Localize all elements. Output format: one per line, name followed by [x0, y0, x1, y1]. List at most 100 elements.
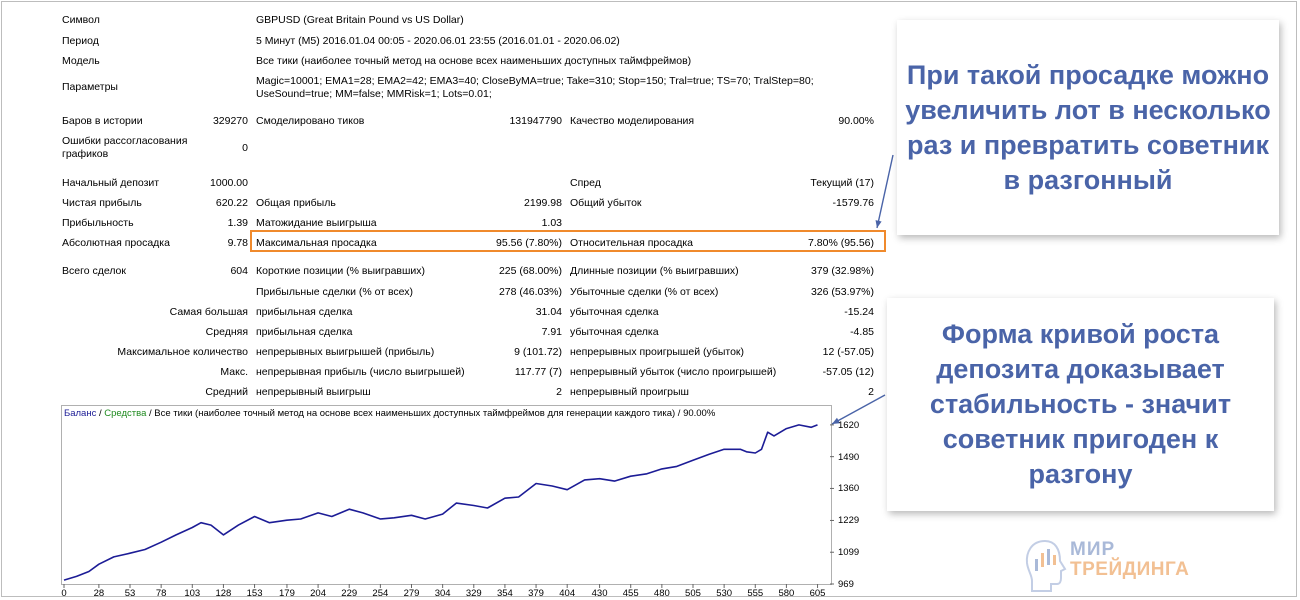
callout-drawdown: При такой просадке можно увеличить лот в… — [897, 20, 1279, 235]
total-trades-value: 604 — [230, 265, 248, 277]
stat-row-sublabel: непрерывный выигрыш — [256, 386, 371, 398]
spread-value: Текущий (17) — [810, 177, 874, 189]
model-value: Все тики (наиболее точный метод на основ… — [256, 55, 692, 67]
stat-row-sublabel: непрерывная прибыль (число выигрышей) — [256, 366, 465, 378]
stat-row-sublabel: Прибыльные сделки (% от всех) — [256, 286, 414, 298]
abs-drawdown-label: Абсолютная просадка — [62, 237, 170, 249]
bars-label: Баров в истории — [62, 115, 143, 127]
deposit-label: Начальный депозит — [62, 177, 160, 189]
x-tick-label: 605 — [809, 588, 826, 599]
x-tick-label: 0 — [61, 588, 67, 599]
total-trades-label: Всего сделок — [62, 265, 126, 277]
long-positions-label: Длинные позиции (% выигравших) — [570, 265, 739, 277]
y-tick-label: 1099 — [838, 547, 860, 559]
params-label: Параметры — [62, 81, 118, 93]
profit-factor-label: Прибыльность — [62, 217, 134, 229]
x-tick-label: 304 — [434, 588, 451, 599]
site-logo: МИР ТРЕЙДИНГА — [1023, 537, 1218, 593]
stat-row-label: Максимальное количество — [117, 346, 248, 358]
errors-value: 0 — [242, 142, 248, 154]
callout-stability: Форма кривой роста депозита доказывает с… — [887, 298, 1274, 511]
legend-equity: Средства — [104, 408, 147, 419]
x-tick-label: 530 — [716, 588, 733, 599]
gross-profit-value: 2199.98 — [524, 197, 562, 209]
stat-row-value: -57.05 (12) — [822, 366, 874, 378]
stat-row-label: Средний — [205, 386, 248, 398]
stat-row-value: 117.77 (7) — [514, 366, 562, 378]
stat-row-value: 12 (-57.05) — [822, 346, 874, 358]
x-tick-label: 480 — [653, 588, 670, 599]
x-tick-label: 404 — [559, 588, 576, 599]
stat-row-sublabel: непрерывный убыток (число проигрышей) — [570, 366, 777, 378]
abs-drawdown-value: 9.78 — [227, 237, 248, 249]
ticks-value: 131947790 — [509, 115, 562, 127]
stat-row-label: Макс. — [220, 366, 248, 378]
stat-row-value: 9 (101.72) — [514, 346, 562, 358]
x-tick-label: 103 — [184, 588, 201, 599]
expectation-value: 1.03 — [541, 217, 562, 229]
max-drawdown-value: 95.56 (7.80%) — [496, 237, 562, 249]
head-chart-icon — [1025, 539, 1067, 592]
model-label: Модель — [62, 55, 100, 67]
ticks-label: Смоделировано тиков — [256, 115, 365, 127]
legend-description: / Все тики (наиболее точный метод на осн… — [146, 408, 716, 419]
legend-separator: / — [96, 408, 105, 419]
long-positions-value: 379 (32.98%) — [810, 265, 874, 277]
x-tick-label: 128 — [215, 588, 232, 599]
y-tick-label: 1229 — [838, 515, 860, 527]
x-tick-label: 455 — [622, 588, 639, 599]
stat-row-value: 31.04 — [535, 306, 562, 318]
params-value: Magic=10001; EMA1=28; EMA2=42; EMA3=40; … — [256, 75, 814, 100]
quality-value: 90.00% — [838, 115, 874, 127]
x-tick-label: 53 — [124, 588, 136, 599]
short-positions-value: 225 (68.00%) — [498, 265, 562, 277]
x-tick-label: 329 — [465, 588, 482, 599]
y-tick-label: 969 — [838, 579, 854, 590]
callout-stability-text: Форма кривой роста депозита доказывает с… — [929, 319, 1232, 489]
stat-row-value: 2 — [556, 386, 562, 398]
x-tick-label: 78 — [155, 588, 167, 599]
stat-row-sublabel: непрерывных проигрышей (убыток) — [570, 346, 745, 358]
callout-drawdown-text: При такой просадке можно увеличить лот в… — [905, 59, 1271, 195]
errors-label: Ошибки рассогласования графиков — [62, 135, 188, 160]
chart-legend: Баланс / Средства / Все тики (наиболее т… — [64, 408, 715, 420]
stat-row-label: Самая большая — [169, 306, 248, 318]
deposit-value: 1000.00 — [210, 177, 248, 189]
stat-row-sublabel: Убыточные сделки (% от всех) — [570, 286, 719, 298]
x-tick-label: 28 — [93, 588, 105, 599]
x-tick-label: 580 — [778, 588, 795, 599]
period-label: Период — [62, 35, 99, 47]
stat-row-sublabel: непрерывный проигрыш — [570, 386, 689, 398]
y-tick-label: 1360 — [838, 483, 860, 495]
stat-row-value: -15.24 — [844, 306, 874, 318]
gross-loss-value: -1579.76 — [832, 197, 874, 209]
x-tick-label: 204 — [310, 588, 326, 599]
stat-row-sublabel: прибыльная сделка — [256, 306, 353, 318]
stat-row-sublabel: прибыльная сделка — [256, 326, 353, 338]
x-tick-label: 153 — [246, 588, 263, 599]
x-tick-label: 229 — [341, 588, 358, 599]
rel-drawdown-value: 7.80% (95.56) — [808, 237, 874, 249]
x-tick-label: 555 — [747, 588, 764, 599]
stat-row-label: Средняя — [205, 326, 248, 338]
stat-row-sublabel: убыточная сделка — [570, 306, 659, 318]
expectation-label: Матожидание выигрыша — [256, 217, 377, 229]
x-tick-label: 279 — [403, 588, 420, 599]
x-tick-label: 505 — [685, 588, 701, 599]
y-tick-label: 1490 — [838, 451, 860, 463]
y-tick-label: 1620 — [838, 419, 860, 431]
stat-row-value: 2 — [868, 386, 874, 398]
x-tick-label: 354 — [496, 588, 513, 599]
bars-value: 329270 — [212, 115, 248, 127]
short-positions-label: Короткие позиции (% выигравших) — [256, 265, 426, 277]
x-tick-label: 254 — [372, 588, 389, 599]
stat-row-value: 278 (46.03%) — [498, 286, 562, 298]
spread-label: Спред — [570, 177, 601, 189]
balance-chart — [61, 405, 832, 585]
x-tick-label: 430 — [591, 588, 608, 599]
x-tick-label: 179 — [279, 588, 295, 599]
gross-loss-label: Общий убыток — [570, 197, 642, 209]
gross-profit-label: Общая прибыль — [256, 197, 336, 209]
stat-row-value: -4.85 — [850, 326, 874, 338]
